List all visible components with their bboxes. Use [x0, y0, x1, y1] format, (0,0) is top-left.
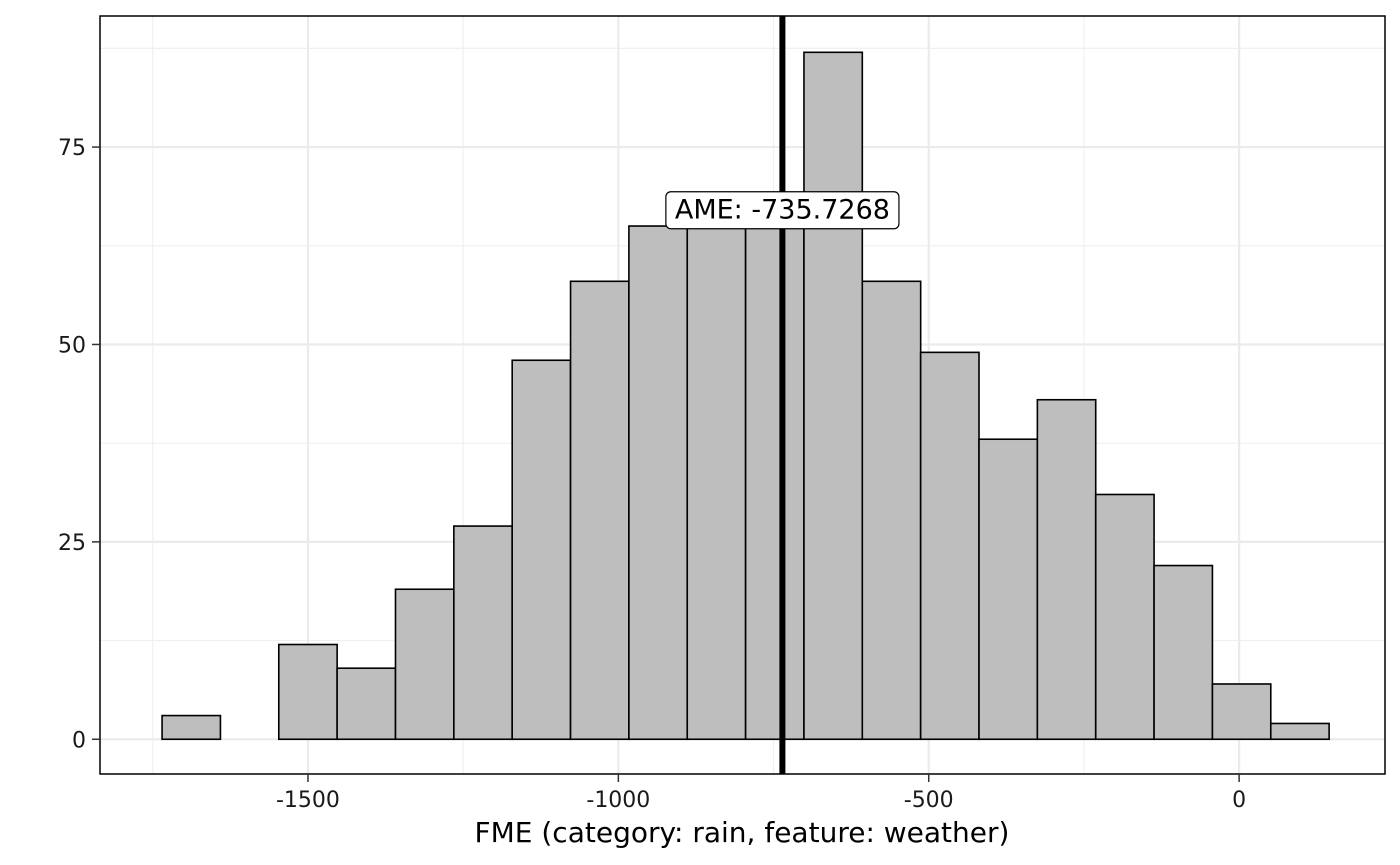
- y-tick-label: 25: [58, 531, 86, 556]
- y-axis-ticks: 0 25 50 75: [58, 136, 100, 753]
- histogram-bar: [861, 280, 922, 741]
- y-tick-label: 75: [58, 136, 86, 161]
- x-tick-label: -1500: [276, 788, 340, 813]
- histogram-bar: [511, 359, 572, 741]
- histogram-bar: [161, 714, 222, 741]
- histogram-bar: [336, 667, 397, 741]
- histogram-bar: [744, 225, 805, 741]
- x-axis-ticks: -1500 -1000 -500 0: [276, 774, 1246, 813]
- ame-annotation-box: [665, 191, 900, 230]
- histogram-bar: [277, 643, 338, 741]
- histogram-bar: [1094, 493, 1155, 741]
- x-tick-label: 0: [1232, 788, 1246, 813]
- ame-annotation-label: AME: -735.7268: [675, 195, 890, 226]
- histogram-bar: [453, 525, 513, 741]
- histogram-bars: [161, 51, 1330, 741]
- x-tick-label: -500: [904, 788, 954, 813]
- x-axis-title: FME (category: rain, feature: weather): [475, 816, 1010, 849]
- ame-annotation: AME: -735.7268: [665, 191, 900, 230]
- histogram-bar: [803, 51, 864, 741]
- histogram-bar: [628, 225, 689, 741]
- histogram-bar: [1269, 722, 1330, 741]
- histogram-bar: [919, 351, 980, 741]
- plot-panel-border: [99, 15, 1386, 775]
- y-tick-label: 50: [58, 333, 86, 358]
- x-tick-label: -1000: [586, 788, 650, 813]
- histogram-bar: [686, 225, 747, 741]
- histogram-bar: [1153, 564, 1214, 741]
- histogram-bar: [978, 438, 1039, 741]
- y-tick-label: 0: [72, 728, 86, 753]
- histogram-bar: [1211, 683, 1272, 741]
- histogram-bar: [1036, 398, 1097, 741]
- histogram-bar: [394, 588, 455, 741]
- histogram-bar: [569, 280, 630, 741]
